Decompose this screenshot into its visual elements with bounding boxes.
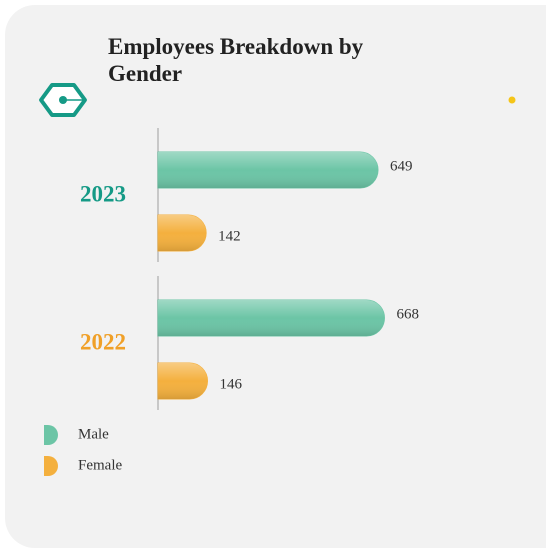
bar-shade xyxy=(157,152,379,188)
value-label: 668 xyxy=(396,306,419,322)
legend-swatch xyxy=(44,456,58,476)
chart-title: Employees Breakdown by Gender xyxy=(108,34,364,86)
bar-shade xyxy=(158,300,385,336)
value-label: 146 xyxy=(219,376,242,392)
card xyxy=(5,5,546,548)
value-label: 142 xyxy=(218,228,241,244)
hex-icon xyxy=(39,83,87,117)
legend-swatch xyxy=(44,425,58,445)
category-label: 2022 xyxy=(80,329,126,354)
legend-label: Female xyxy=(78,457,122,473)
bar-shade xyxy=(158,215,207,251)
bar-shade xyxy=(158,363,208,399)
value-label: 649 xyxy=(390,158,413,174)
rule-dot xyxy=(508,96,516,104)
legend-label: Male xyxy=(78,426,109,442)
category-label: 2023 xyxy=(80,181,126,206)
